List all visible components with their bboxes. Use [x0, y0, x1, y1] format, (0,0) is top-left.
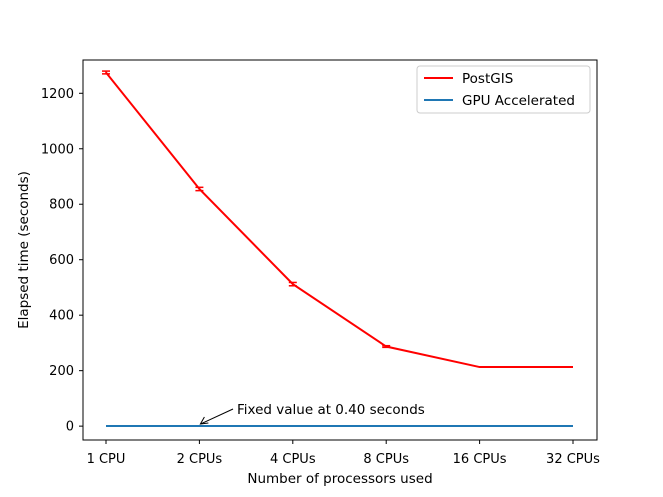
x-tick-label: 2 CPUs: [177, 452, 223, 467]
y-tick-label: 1000: [41, 142, 74, 157]
series-line-0: [105, 71, 573, 369]
x-tick-label: 8 CPUs: [363, 452, 409, 467]
data-point-0: [382, 344, 391, 349]
y-axis: 0 200 400 600 800 1000 1200: [41, 87, 83, 435]
annotation-arrow-line: [200, 408, 234, 425]
data-point-0: [288, 281, 297, 287]
legend-label-postgis: PostGIS: [462, 71, 513, 87]
x-tick-label: 4 CPUs: [270, 452, 316, 467]
x-tick-label: 32 CPUs: [546, 452, 600, 467]
plot-area: [82, 59, 598, 441]
annotation: Fixed value at 0.40 seconds: [199, 402, 425, 425]
y-tick-label: 600: [49, 253, 74, 268]
x-tick-label: 16 CPUs: [453, 452, 507, 467]
x-axis-title: Number of processors used: [247, 471, 432, 487]
legend-box: [416, 65, 591, 114]
y-tick-label: 800: [49, 198, 74, 213]
y-tick-label: 1200: [41, 87, 74, 102]
annotation-text: Fixed value at 0.40 seconds: [237, 402, 425, 418]
y-tick-label: 0: [66, 420, 74, 435]
y-tick-label: 200: [49, 364, 74, 379]
data-point-0: [102, 70, 110, 75]
legend: PostGIS GPU Accelerated: [416, 65, 591, 114]
series-layer: [102, 70, 574, 428]
x-axis: 1 CPU 2 CPUs 4 CPUs 8 CPUs 16 CPUs 32 CPUs: [87, 440, 600, 467]
y-axis-title: Elapsed time (seconds): [16, 171, 32, 329]
x-tick-label: 1 CPU: [87, 452, 126, 467]
annotation-arrow-head: [199, 416, 209, 425]
y-tick-label: 400: [49, 309, 74, 324]
legend-label-gpu: GPU Accelerated: [462, 93, 575, 109]
data-point-0: [195, 186, 204, 192]
